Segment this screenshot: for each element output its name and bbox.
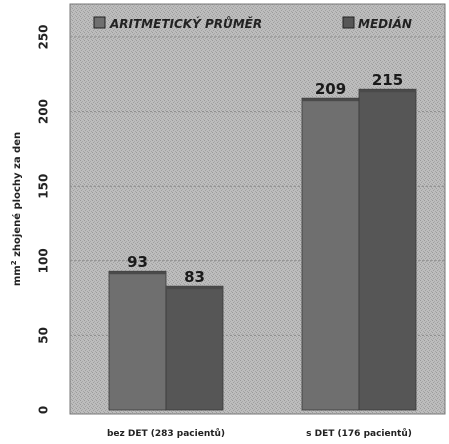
y-axis-label: mm2 zhojené plochy za den: [10, 132, 23, 286]
x-category-label: s DET (176 pacientů): [306, 428, 412, 439]
bar-top-edge: [166, 286, 223, 290]
bar-median-1: [358, 88, 417, 411]
data-label: 83: [184, 268, 205, 286]
data-label: 209: [315, 80, 346, 98]
data-label: 93: [127, 253, 148, 271]
bar-top-edge: [359, 89, 416, 93]
legend-swatch-mean: [93, 16, 106, 29]
y-tick-label: 200: [37, 99, 51, 124]
y-tick-label: 0: [37, 406, 51, 414]
legend-label-median: MEDIÁN: [358, 16, 412, 31]
bar-mean-1: [301, 97, 360, 411]
x-category-label: bez DET (283 pacientů): [107, 428, 225, 439]
bar-top-edge: [109, 271, 166, 275]
y-tick-label: 100: [37, 248, 51, 273]
y-tick-label: 50: [37, 327, 51, 344]
bar-median-0: [165, 285, 224, 411]
bar-top-edge: [302, 98, 359, 102]
y-tick-label: 150: [37, 174, 51, 199]
legend-label-mean: ARITMETICKÝ PRŮMĚR: [109, 16, 262, 31]
data-label: 215: [372, 71, 403, 89]
bar-mean-0: [108, 270, 167, 411]
legend-swatch-median: [342, 16, 355, 29]
y-tick-label: 250: [37, 24, 51, 49]
